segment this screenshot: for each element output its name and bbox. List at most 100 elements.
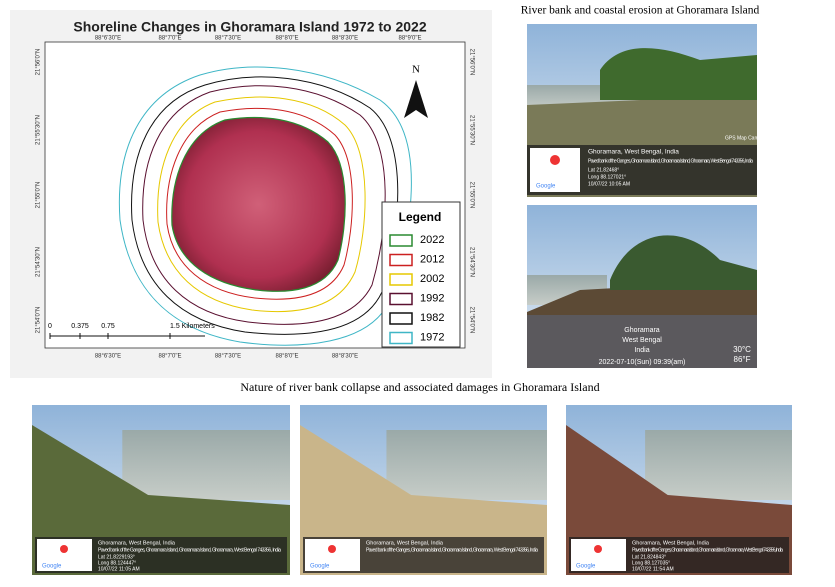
logo: Google — [576, 564, 596, 570]
stamp-long: Long 88.127021° — [588, 174, 626, 180]
lat-label-right: 21°54'30"N — [468, 247, 474, 277]
stamp-lat: Lat 21.8229193° — [98, 554, 135, 560]
logo: Google — [310, 564, 330, 570]
legend-label: 2002 — [420, 273, 444, 285]
lat-label-right: 21°54'0"N — [468, 307, 474, 334]
lon-label-bottom: 88°7'30"E — [215, 354, 241, 360]
scale-label: 1.5 Kilometers — [170, 323, 215, 330]
legend-label: 2022 — [420, 234, 444, 246]
lat-label-left: 21°54'30"N — [36, 247, 42, 277]
photo: Ghoramara West Bengal India 2022-07-10(S… — [527, 205, 757, 368]
legend-label: 2012 — [420, 253, 444, 265]
logo: Google — [42, 564, 62, 570]
north-label: N — [412, 64, 420, 76]
lat-label-right: 21°55'30"N — [468, 115, 474, 145]
pin-icon — [594, 545, 602, 553]
photo: Google Ghoramara, West Bengal, IndiaPaved… — [32, 405, 290, 575]
stamp-lat: Lat 21.824843° — [632, 554, 666, 560]
lat-label-right: 21°56'0"N — [468, 49, 474, 76]
stamp-box — [527, 315, 757, 368]
north-arrow-shape — [404, 80, 428, 118]
lon-label-bottom: 88°6'30"E — [95, 354, 121, 360]
stamp-address: Paved bank of the Ganges, Ghoramara Isla… — [632, 547, 783, 553]
legend-label: 1992 — [420, 292, 444, 304]
legend-swatch — [389, 292, 413, 306]
photo: Google Ghoramara, West Bengal, IndiaPaved… — [300, 405, 547, 575]
photo: Google Ghoramara, West Bengal, India Pav… — [527, 24, 766, 197]
stamp-address: Paved bank of the Ganges, Ghoramara Isla… — [366, 547, 538, 553]
legend-swatch — [389, 331, 413, 345]
shoreline-1972 — [118, 66, 412, 346]
scale-bar: 0 0.375 0.75 1.5 Kilometers — [48, 323, 215, 339]
stamp-line: West Bengal — [622, 337, 662, 344]
map-thumb — [305, 539, 360, 571]
lon-label-top: 88°7'30"E — [215, 36, 241, 42]
lon-label-bottom: 88°8'0"E — [275, 354, 298, 360]
photo-trees — [610, 235, 757, 290]
lon-label-bottom: 88°8'30"E — [332, 354, 358, 360]
photo-water — [122, 430, 290, 500]
photo-water — [386, 430, 547, 500]
lon-label-bottom: 88°7'0"E — [158, 354, 181, 360]
stamp-place: Ghoramara, West Bengal, India — [588, 149, 679, 156]
map-thumb — [37, 539, 92, 571]
lat-label-right: 21°55'0"N — [468, 182, 474, 209]
stamp-temp-c: 30°C — [733, 345, 751, 354]
pin-icon — [328, 545, 336, 553]
caption-top: River bank and coastal erosion at Ghoram… — [521, 5, 760, 17]
photo-trees — [600, 48, 757, 100]
north-arrow: N — [404, 64, 428, 118]
stamp-line: India — [634, 347, 649, 354]
stamp-address: Paved bank of the Ganges, Ghoramara Isla… — [588, 158, 753, 164]
legend-swatch — [389, 273, 413, 286]
lon-label-top: 88°8'30"E — [332, 36, 358, 42]
stamp-line: Ghoramara — [624, 327, 660, 334]
stamp-temp-f: 86°F — [734, 355, 751, 364]
shoreline-2012 — [166, 107, 353, 300]
island-image-2022 — [171, 116, 346, 292]
stamp-place: Ghoramara, West Bengal, India — [366, 540, 444, 546]
lon-label-top: 88°9'0"E — [398, 36, 421, 42]
stamp-long: Long 88.124447° — [98, 560, 136, 566]
lat-label-left: 21°55'0"N — [36, 182, 42, 209]
shoreline-2002 — [157, 96, 366, 313]
legend-swatch — [389, 253, 413, 267]
scale-label: 0 — [48, 323, 52, 330]
lon-label-top: 88°8'0"E — [275, 36, 298, 42]
scale-label: 0.75 — [101, 323, 115, 330]
stamp-time: 10/07/22 10:05 AM — [588, 181, 630, 187]
caption-middle: Nature of river bank collapse and associ… — [240, 380, 599, 394]
stamp-time: 10/07/22 11:54 AM — [632, 566, 674, 572]
lat-label-left: 21°54'0"N — [36, 307, 42, 334]
scale-label: 0.375 — [71, 323, 89, 330]
logo: Google — [536, 184, 556, 190]
stamp-lat: Lat 21.82468° — [588, 167, 619, 173]
photo: Google Ghoramara, West Bengal, IndiaPaved… — [566, 405, 792, 575]
legend-swatch — [389, 312, 413, 325]
stamp-time: 2022-07-10(Sun) 09:39(am) — [599, 359, 686, 366]
stamp-time: 10/07/22 11:05 AM — [98, 566, 140, 572]
legend-title: Legend — [399, 210, 442, 224]
pin-icon — [550, 155, 560, 165]
stamp-app: GPS Map Camera — [725, 135, 766, 141]
photo-water — [645, 430, 792, 500]
lat-label-left: 21°56'0"N — [36, 49, 42, 76]
lon-label-top: 88°6'30"E — [95, 36, 121, 42]
legend-swatch — [389, 234, 413, 247]
legend-label: 1972 — [420, 331, 444, 343]
stamp-place: Ghoramara, West Bengal, India — [632, 540, 710, 546]
map-thumb — [571, 539, 626, 571]
stamp-long: Long 88.127035° — [632, 560, 670, 566]
lat-label-left: 21°55'30"N — [36, 115, 42, 145]
stamp-place: Ghoramara, West Bengal, India — [98, 540, 176, 546]
legend-label: 1982 — [420, 312, 444, 324]
lon-label-top: 88°7'0"E — [158, 36, 181, 42]
shoreline-1982 — [131, 76, 399, 335]
pin-icon — [60, 545, 68, 553]
legend: Legend 2022 2012 2002 1992 1982 1972 — [381, 201, 461, 348]
stamp-address: Paved bank of the Ganges, Ghoramara Isla… — [98, 547, 281, 553]
map-title: Shoreline Changes in Ghoramara Island 19… — [73, 19, 426, 35]
map-panel: Shoreline Changes in Ghoramara Island 19… — [10, 10, 492, 378]
